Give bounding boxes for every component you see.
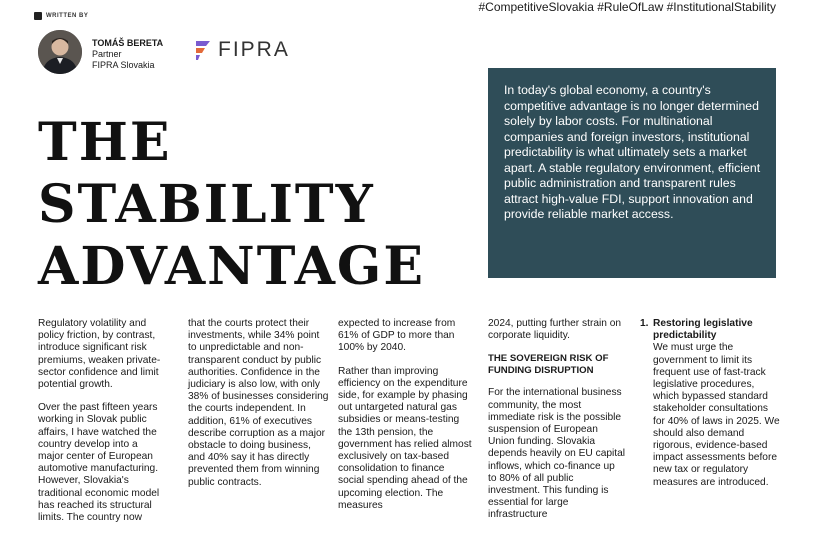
list-item-title: Restoring legislative predictability [653,318,753,342]
title-line-2: STABILITY [38,174,375,235]
written-by-label: WRITTEN BY [34,12,88,20]
paragraph: Regulatory volatility and policy frictio… [38,318,161,391]
fipra-logo: FIPRA [194,38,290,62]
section-heading: THE SOVEREIGN RISK OF FUNDING DISRUPTION [488,353,609,377]
avatar [38,30,82,74]
author-role: Partner [92,49,122,59]
fipra-logo-text: FIPRA [218,38,290,61]
author-name: TOMÁŠ BERETA [92,38,164,48]
title-line-1: THE [38,112,172,173]
paragraph: Over the past fifteen years working in S… [38,402,160,524]
list-number: 1. [640,318,649,329]
hashtags: #CompetitiveSlovakia #RuleOfLaw #Institu… [478,0,777,14]
author-org: FIPRA Slovakia [92,60,155,70]
author-block: TOMÁŠ BERETA Partner FIPRA Slovakia [92,38,163,71]
intro-box: In today's global economy, a country's c… [488,68,776,278]
paragraph: 2024, putting further strain on corporat… [488,318,622,342]
paragraph: For the international business community… [488,387,626,521]
column-3: expected to increase from 61% of GDP to … [338,318,472,523]
paragraph: Rather than improving efficiency on the … [338,365,472,511]
paragraph: expected to increase from 61% of GDP to … [338,318,456,354]
list-item-body: We must urge the government to limit its… [653,342,780,488]
paragraph: that the courts protect their investment… [188,318,329,488]
column-4: 2024, putting further strain on corporat… [488,318,626,533]
list-item: 1. Restoring legislative predictability … [640,318,780,489]
column-1: Regulatory volatility and policy frictio… [38,318,164,535]
column-2: that the courts protect their investment… [188,318,330,500]
column-5: 1. Restoring legislative predictability … [640,318,780,489]
fipra-logo-icon [196,41,210,60]
page-title: THE STABILITY ADVANTAGE [38,112,425,298]
pen-icon [34,12,42,20]
title-line-3: ADVANTAGE [38,236,425,297]
author-photo-icon [38,30,82,74]
written-by-text: WRITTEN BY [46,13,89,19]
